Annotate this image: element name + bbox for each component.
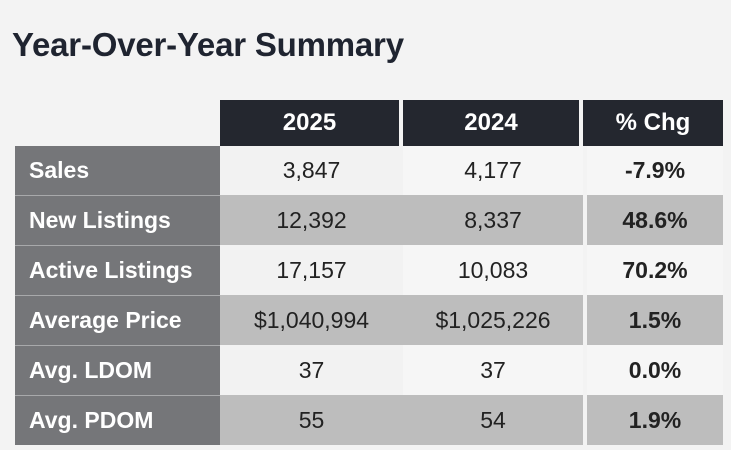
row-label-new-listings: New Listings (15, 195, 220, 245)
column-header-2024: 2024 (403, 100, 583, 146)
row-label-avg-ldom: Avg. LDOM (15, 345, 220, 395)
cell-pct-chg: 70.2% (583, 245, 723, 295)
cell-2025: 12,392 (220, 195, 403, 245)
row-label-active-listings: Active Listings (15, 245, 220, 295)
cell-2024: $1,025,226 (403, 295, 583, 345)
cell-2025: 55 (220, 395, 403, 445)
row-label-average-price: Average Price (15, 295, 220, 345)
table-row: Avg. PDOM 55 54 1.9% (15, 395, 723, 445)
cell-2024: 37 (403, 345, 583, 395)
cell-2024: 4,177 (403, 146, 583, 195)
column-header-2025: 2025 (220, 100, 403, 146)
cell-2024: 54 (403, 395, 583, 445)
cell-pct-chg: 0.0% (583, 345, 723, 395)
cell-pct-chg: 1.9% (583, 395, 723, 445)
summary-table: 2025 2024 % Chg Sales 3,847 4,177 -7.9% … (15, 100, 723, 445)
cell-pct-chg: 48.6% (583, 195, 723, 245)
cell-2025: $1,040,994 (220, 295, 403, 345)
table-row: Average Price $1,040,994 $1,025,226 1.5% (15, 295, 723, 345)
table-row: New Listings 12,392 8,337 48.6% (15, 195, 723, 245)
header-row: 2025 2024 % Chg (15, 100, 723, 146)
cell-pct-chg: 1.5% (583, 295, 723, 345)
cell-2024: 8,337 (403, 195, 583, 245)
header-corner (15, 100, 220, 146)
cell-2025: 3,847 (220, 146, 403, 195)
column-header-pct-chg: % Chg (583, 100, 723, 146)
cell-2024: 10,083 (403, 245, 583, 295)
page-title: Year-Over-Year Summary (12, 26, 404, 63)
cell-2025: 37 (220, 345, 403, 395)
cell-pct-chg: -7.9% (583, 146, 723, 195)
cell-2025: 17,157 (220, 245, 403, 295)
table-row: Active Listings 17,157 10,083 70.2% (15, 245, 723, 295)
table-row: Avg. LDOM 37 37 0.0% (15, 345, 723, 395)
row-label-avg-pdom: Avg. PDOM (15, 395, 220, 445)
row-label-sales: Sales (15, 146, 220, 195)
table-row: Sales 3,847 4,177 -7.9% (15, 146, 723, 195)
